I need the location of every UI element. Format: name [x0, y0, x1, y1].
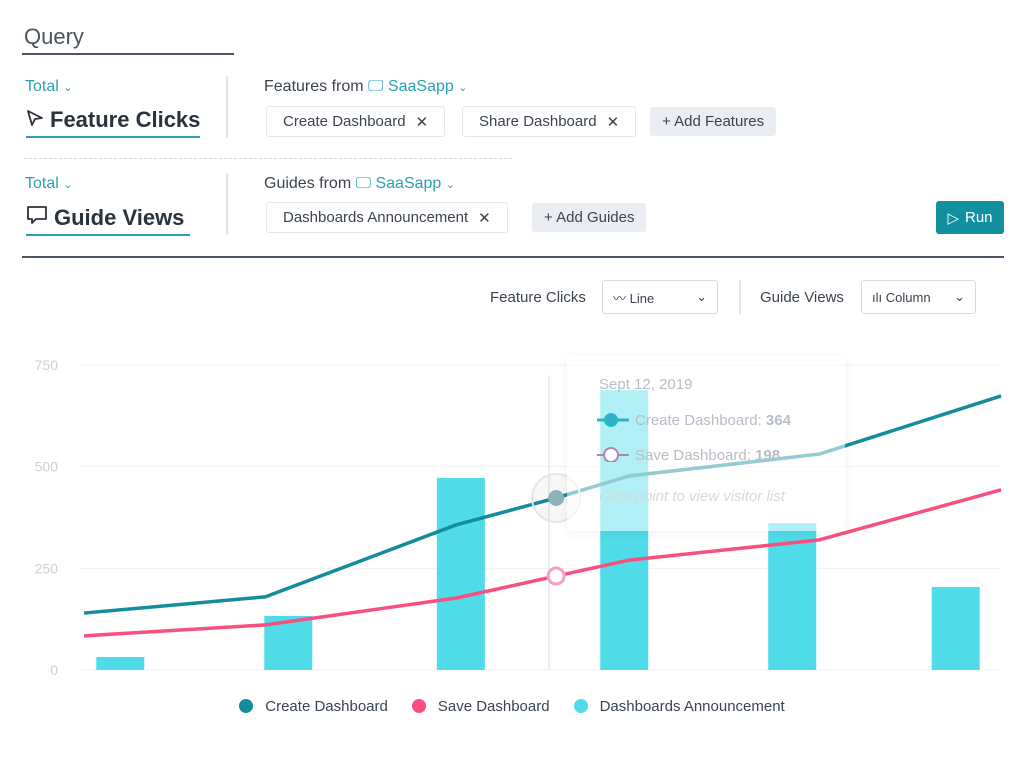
column-bar [931, 587, 980, 670]
divider [226, 173, 228, 235]
tooltip-row: Create Dashboard: 364 [635, 412, 791, 429]
legend-label: Save Dashboard [437, 698, 550, 715]
chevron-down-icon: ⌄ [445, 179, 455, 191]
divider [226, 76, 228, 138]
metric-label: Feature Clicks [50, 107, 201, 132]
metric-label: Guide Views [54, 205, 185, 230]
legend-item[interactable]: Create Dashboard [239, 698, 388, 715]
tooltip-date: Sept 12, 2019 [599, 376, 693, 393]
chip-label: Create Dashboard [283, 113, 406, 130]
tooltip-hint: Click point to view visitor list [599, 488, 785, 505]
play-icon: ▷ [947, 209, 959, 227]
source-prefix: Features from [264, 78, 364, 95]
app-name: SaaSapp [375, 175, 442, 192]
legend-dot-icon [573, 699, 588, 713]
close-icon[interactable]: ✕ [478, 209, 491, 227]
guide-chip[interactable]: Dashboards Announcement ✕ [266, 202, 508, 233]
tooltip-label: Create Dashboard: [635, 412, 762, 429]
add-guides-button[interactable]: + Add Guides [532, 203, 647, 232]
metric-underline [26, 136, 200, 138]
metric-feature-clicks[interactable]: Feature Clicks [26, 107, 200, 133]
source-prefix: Guides from [264, 175, 352, 192]
app-name: SaaSapp [387, 78, 454, 95]
feature-chip[interactable]: Create Dashboard ✕ [266, 106, 446, 137]
chat-bubble-icon [26, 205, 48, 231]
legend-dot-icon [411, 699, 426, 713]
marker-create-icon [597, 413, 629, 427]
metric-guide-views[interactable]: Guide Views [26, 205, 184, 231]
metric-underline [26, 234, 190, 236]
chart: 0 250 500 750 [35, 357, 1002, 678]
hover-point [548, 489, 565, 506]
close-icon[interactable]: ✕ [606, 113, 620, 131]
chevron-down-icon: ⌄ [63, 82, 73, 94]
column-bar [768, 523, 817, 670]
guide-chart-type-select[interactable]: ılı Column ⌄ [861, 280, 976, 314]
chevron-down-icon: ⌄ [63, 179, 73, 191]
tooltip-value: 364 [765, 412, 791, 429]
chevron-down-icon: ⌄ [954, 289, 965, 304]
section-divider [22, 256, 1004, 258]
feature-chip[interactable]: Share Dashboard ✕ [462, 106, 637, 137]
legend-label: Create Dashboard [265, 698, 388, 715]
tooltip-row: Save Dashboard: 198 [635, 447, 780, 464]
title-underline [22, 53, 234, 55]
cursor-icon [26, 107, 44, 133]
chevron-down-icon: ⌄ [696, 289, 707, 304]
select-value: Column [885, 289, 931, 305]
y-tick-label: 0 [50, 662, 58, 678]
select-value: Line [629, 290, 655, 306]
run-button[interactable]: ▷ Run [936, 201, 1004, 234]
aggregation-label: Total [25, 78, 59, 95]
guide-chart-type-label: Guide Views [760, 289, 844, 306]
feature-source[interactable]: Features from 🖵 SaaSapp ⌄ [264, 78, 467, 96]
aggregation-dropdown-guide[interactable]: Total ⌄ [25, 175, 72, 193]
legend-label: Dashboards Announcement [599, 698, 785, 715]
close-icon[interactable]: ✕ [415, 113, 429, 131]
column-bar [436, 478, 485, 670]
chevron-down-icon: ⌄ [458, 82, 468, 94]
run-label: Run [965, 209, 993, 226]
marker-save-icon [597, 447, 629, 462]
legend-item[interactable]: Save Dashboard [411, 698, 550, 715]
column-chart-icon: ılı [872, 289, 883, 305]
tooltip-value: 198 [755, 447, 781, 464]
guide-source[interactable]: Guides from 🖵 SaaSapp ⌄ [264, 175, 455, 193]
monitor-icon: 🖵 [368, 78, 384, 95]
chip-label: Share Dashboard [479, 113, 597, 130]
monitor-icon: 🖵 [355, 175, 372, 192]
y-tick-label: 750 [35, 357, 59, 373]
divider [739, 280, 741, 314]
feature-chart-type-select[interactable]: 〰 Line ⌄ [602, 280, 718, 314]
add-features-button[interactable]: + Add Features [650, 107, 777, 136]
line-chart-icon: 〰 [613, 290, 627, 306]
column-bar [96, 656, 145, 670]
tooltip-label: Save Dashboard: [635, 447, 751, 464]
legend-item[interactable]: Dashboards Announcement [573, 698, 785, 715]
chip-label: Dashboards Announcement [283, 209, 469, 226]
hover-point [546, 566, 566, 586]
y-tick-label: 500 [35, 459, 59, 475]
tooltip: Sept 12, 2019 Create Dashboard: 364 Save… [567, 356, 845, 531]
row-divider [24, 158, 512, 159]
legend-dot-icon [239, 699, 254, 713]
y-tick-label: 250 [35, 560, 59, 576]
chart-legend: Create Dashboard Save Dashboard Dashboar… [0, 698, 1024, 715]
aggregation-dropdown-feature[interactable]: Total ⌄ [25, 78, 72, 96]
aggregation-label: Total [25, 175, 59, 192]
feature-chart-type-label: Feature Clicks [490, 289, 586, 306]
page-title: Query [24, 24, 84, 49]
